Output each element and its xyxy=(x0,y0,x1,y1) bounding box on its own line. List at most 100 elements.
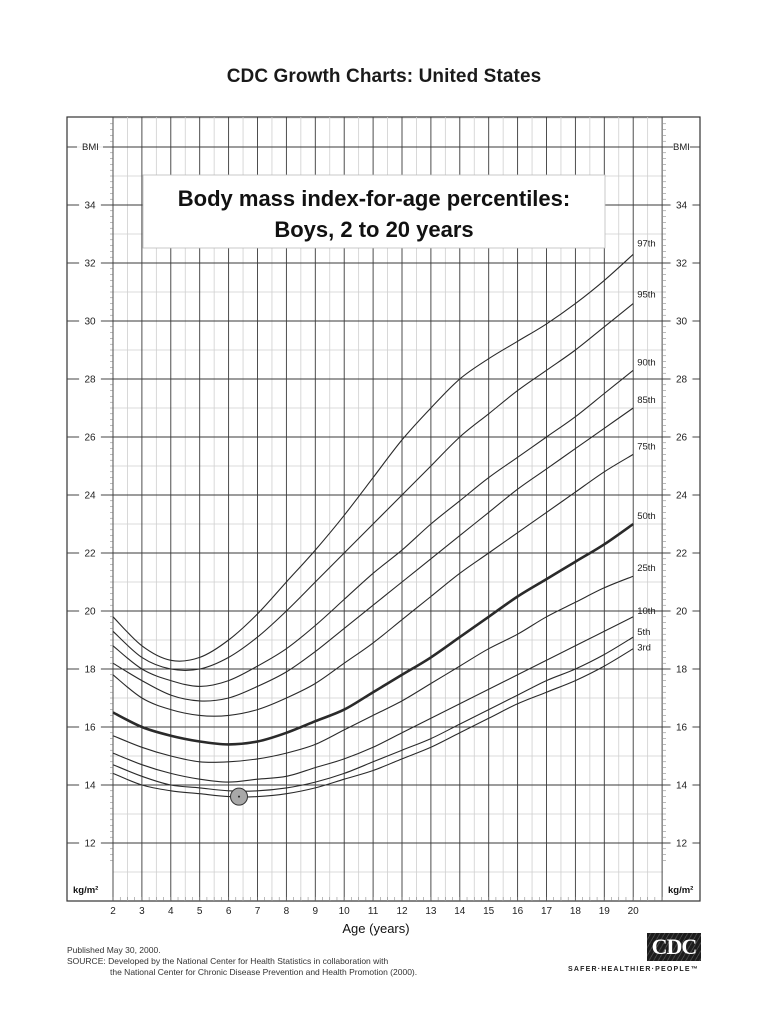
x-tick-label: 2 xyxy=(110,906,116,917)
y-label-bg xyxy=(80,546,100,560)
y-tick-label-right: 28 xyxy=(676,375,688,386)
cdc-logo-text: CDC xyxy=(651,934,698,959)
y-label-bg xyxy=(671,372,692,386)
y-tick-label-right: 22 xyxy=(676,549,688,560)
y-label-bg xyxy=(80,488,100,502)
chart-title-line2: Boys, 2 to 20 years xyxy=(274,217,473,242)
x-tick-label: 15 xyxy=(483,906,495,917)
y-label-bg xyxy=(80,430,100,444)
curve-label-10th: 10th xyxy=(637,606,656,617)
y-tick-label-right: 30 xyxy=(676,317,688,328)
curve-label-5th: 5th xyxy=(637,627,650,638)
y-tick-label-right: 24 xyxy=(676,491,688,502)
y-label-bg xyxy=(80,720,100,734)
percentile-curve-75th xyxy=(112,453,634,717)
y-tick-label-left: 32 xyxy=(84,259,96,270)
x-tick-label: 16 xyxy=(512,906,524,917)
source-line-2: the National Center for Chronic Disease … xyxy=(110,967,418,977)
y-label-bg xyxy=(671,836,692,850)
y-tick-label-left: 24 xyxy=(84,491,96,502)
percentile-labels: 97th 95th 90th 85th 75th 50th 25th 10th 5th 3rd xyxy=(637,238,656,653)
y-label-bg xyxy=(671,256,692,270)
logo-rays-icon xyxy=(647,933,701,961)
y-label-bg xyxy=(80,662,100,676)
percentile-curve-25th xyxy=(112,575,634,763)
y-tick-label-right: 12 xyxy=(676,839,688,850)
y-label-bg xyxy=(671,662,692,676)
x-tick-label: 9 xyxy=(313,906,319,917)
y-tick-label-left: 34 xyxy=(84,201,96,212)
y-label-bg xyxy=(80,198,100,212)
source-line-1: SOURCE: Developed by the National Center… xyxy=(67,956,389,966)
percentile-curves xyxy=(112,253,634,798)
x-tick-label: 3 xyxy=(139,906,145,917)
x-tick-label: 19 xyxy=(599,906,611,917)
data-point-center xyxy=(238,795,241,798)
curve-label-25th: 25th xyxy=(637,563,656,574)
y-tick-label-left: 16 xyxy=(84,723,96,734)
y-unit-right: kg/m² xyxy=(668,885,693,896)
y-label-bg xyxy=(80,778,100,792)
y-tick-label-left: 28 xyxy=(84,375,96,386)
y-label-bg xyxy=(671,314,692,328)
y-tick-label-right: 20 xyxy=(676,607,688,618)
page-title: CDC Growth Charts: United States xyxy=(226,66,542,87)
x-tick-label: 4 xyxy=(168,906,174,917)
y-axis-labels: 12 12 14 14 16 16 18 18 20 20 22 22 24 24 26 26 28 28 30 30… xyxy=(67,146,700,850)
y-unit-left: kg/m² xyxy=(73,885,98,896)
y-tick-label-left: 26 xyxy=(84,433,96,444)
data-markers xyxy=(230,787,249,806)
y-tick-label-left: 18 xyxy=(84,665,96,676)
y-tick-label-right: 18 xyxy=(676,665,688,676)
y-label-bg xyxy=(80,604,100,618)
y-label-bg xyxy=(671,778,692,792)
x-tick-label: 5 xyxy=(197,906,203,917)
y-label-bg xyxy=(80,256,100,270)
y-label-bg xyxy=(80,314,100,328)
chart-border xyxy=(66,116,701,902)
y-tick-label-right: 14 xyxy=(676,781,688,792)
curve-label-3rd: 3rd xyxy=(637,643,651,654)
y-tick-label-left: 20 xyxy=(84,607,96,618)
axis-ticks xyxy=(110,123,666,901)
curve-label-95th: 95th xyxy=(637,290,656,301)
x-tick-label: 10 xyxy=(339,906,351,917)
y-label-bg xyxy=(671,488,692,502)
y-tick-label-left: 12 xyxy=(84,839,96,850)
x-tick-label: 14 xyxy=(454,906,466,917)
x-tick-label: 7 xyxy=(255,906,261,917)
y-tick-label-left: 30 xyxy=(84,317,96,328)
y-tick-label-left: 14 xyxy=(84,781,96,792)
y-tick-label-right: 26 xyxy=(676,433,688,444)
y-axis-label-right: BMI xyxy=(673,142,690,153)
percentile-curve-97th xyxy=(112,253,634,662)
x-tick-label: 18 xyxy=(570,906,582,917)
y-label-bg xyxy=(80,836,100,850)
percentile-curve-10th xyxy=(112,616,634,783)
x-tick-label: 8 xyxy=(284,906,290,917)
x-tick-label: 13 xyxy=(425,906,437,917)
curve-label-75th: 75th xyxy=(637,441,656,452)
y-label-bg xyxy=(671,430,692,444)
cdc-logo: CDC xyxy=(647,933,701,961)
y-label-bg xyxy=(671,198,692,212)
percentile-curve-90th xyxy=(112,369,634,687)
percentile-curve-85th xyxy=(112,407,634,702)
chart-title-box: Body mass index-for-age percentiles: Boy… xyxy=(142,174,606,249)
curve-label-90th: 90th xyxy=(637,357,656,368)
y-tick-label-right: 32 xyxy=(676,259,688,270)
x-tick-label: 11 xyxy=(368,906,379,917)
y-tick-label-right: 16 xyxy=(676,723,688,734)
x-tick-label: 6 xyxy=(226,906,232,917)
footer-source: Published May 30, 2000. SOURCE: Develope… xyxy=(67,945,417,978)
y-label-bg xyxy=(671,604,692,618)
y-tick-label-right: 34 xyxy=(676,201,688,212)
curve-label-50th: 50th xyxy=(637,511,656,522)
x-tick-label: 12 xyxy=(396,906,408,917)
cdc-tagline: SAFER·HEALTHIER·PEOPLE™ xyxy=(568,966,699,973)
curve-label-97th: 97th xyxy=(637,238,656,249)
y-label-bg xyxy=(80,372,100,386)
x-axis-title: Age (years) xyxy=(342,921,409,936)
published-date: Published May 30, 2000. xyxy=(67,945,161,955)
